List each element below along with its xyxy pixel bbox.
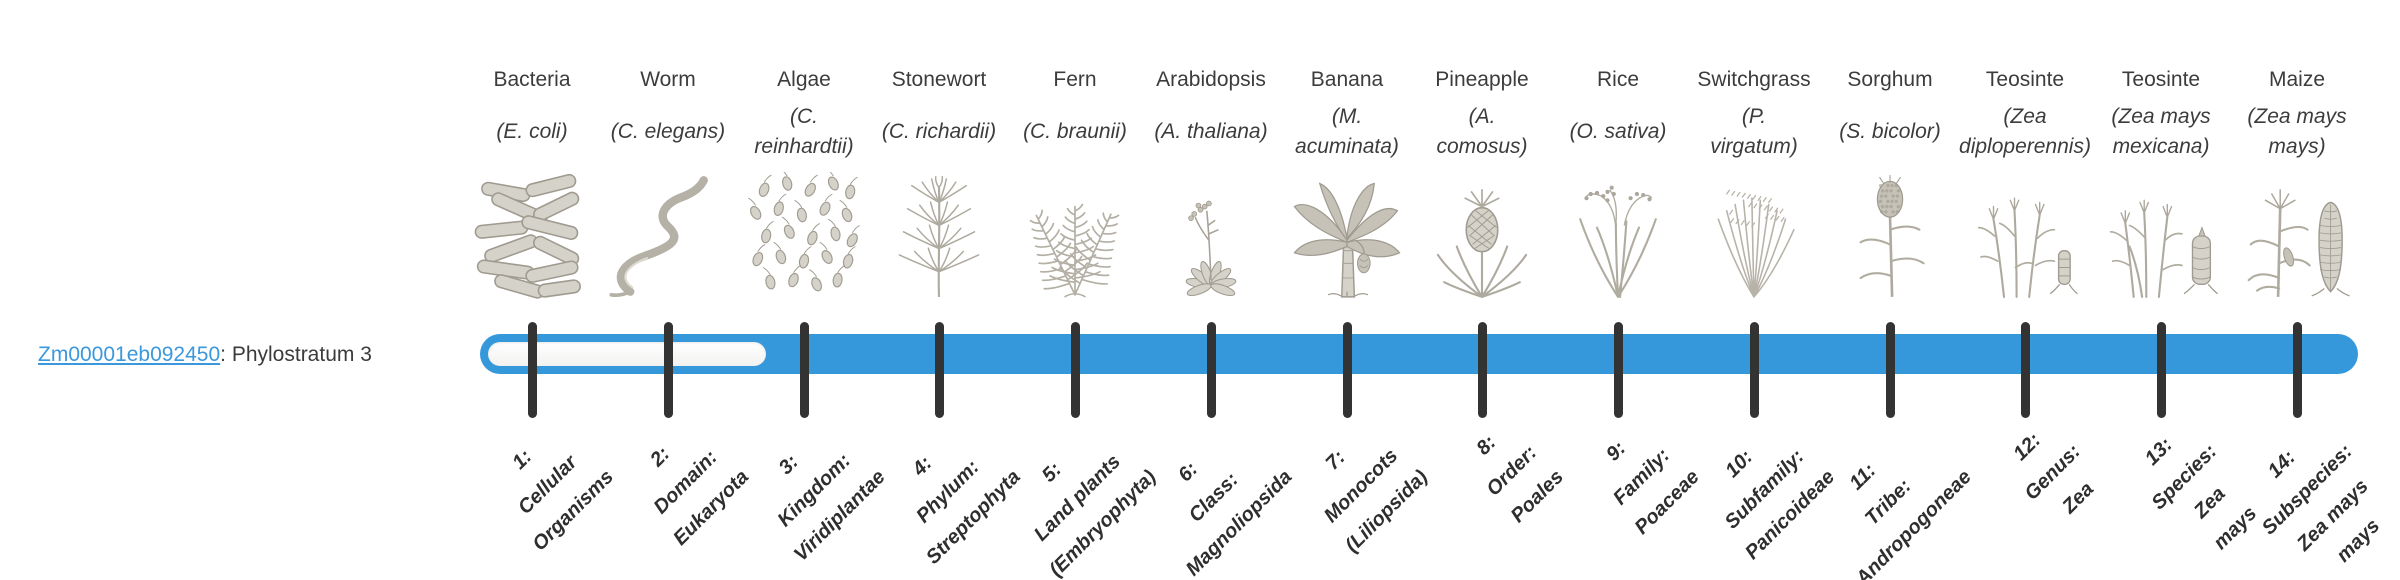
organism-species: (M. acuminata): [1277, 100, 1417, 164]
organism-name: Pineapple: [1435, 68, 1529, 91]
organism-species: (C. reinhardtii): [734, 100, 874, 164]
teosinte-mexicana-icon: [2091, 166, 2231, 300]
organism-name: Algae: [777, 68, 831, 91]
organism-species: (C. richardii): [869, 100, 1009, 164]
phylostratum-column: Rice (O. sativa) 9: Family: Poaceae: [1548, 0, 1704, 580]
organism-species-line: (A.: [1468, 105, 1496, 128]
organism-species-line: (O. sativa): [1569, 120, 1667, 143]
phylostratum-tick: [799, 322, 809, 418]
algae-icon: [734, 166, 874, 300]
phylostratum-column: Sorghum (S. bicolor) 11: Tribe: Andropogonea…: [1820, 0, 1975, 580]
organism-species: (Zea diploperennis): [1955, 100, 2095, 164]
organism-species-line: (P.: [1741, 105, 1767, 128]
phylostratum-tick: [527, 322, 537, 418]
organism-species-line: (S. bicolor): [1839, 120, 1941, 143]
gene-id-link[interactable]: Zm00001eb092450: [38, 343, 221, 366]
rice-icon: [1548, 166, 1688, 300]
pineapple-icon: [1412, 166, 1552, 300]
organism-name: Rice: [1596, 68, 1639, 91]
fern-icon: [1005, 166, 1145, 300]
organism-species-line: mexicana): [2112, 135, 2210, 158]
arabidopsis-icon: [1141, 166, 1281, 300]
organism-name: Teosinte: [2121, 68, 2201, 91]
phylostratum-tick: [1477, 322, 1487, 418]
gene-assignment-text: : Phylostratum 3: [220, 343, 372, 366]
phylostratum-tick: [2156, 322, 2166, 418]
organism-species: (P. virgatum): [1684, 100, 1824, 164]
organism-name: Arabidopsis: [1156, 68, 1266, 91]
organism-species-line: comosus): [1436, 135, 1528, 158]
organism-species-line: virgatum): [1710, 135, 1798, 158]
phylostratum-column: Pineapple (A. comosus) 8: Order: Poales: [1412, 0, 1567, 580]
phylostratum-tick: [1206, 322, 1216, 418]
organism-species: (A. thaliana): [1141, 100, 1281, 164]
phylostratum-column: Bacteria (E. coli) 1: Cellular Organisms: [462, 0, 617, 580]
organism-species-line: reinhardtii): [754, 135, 854, 158]
organism-name: Fern: [1053, 68, 1097, 91]
switchgrass-icon: [1684, 166, 1824, 300]
phylostratum-column: Stonewort (C. richardii) 4: Phylum: Streptop…: [869, 0, 1025, 580]
phylostratum-column: Fern (C. braunii) 5: Land plants (Embryophyt…: [1005, 0, 1160, 580]
organism-name: Worm: [640, 68, 696, 91]
organism-name: Switchgrass: [1697, 68, 1811, 91]
teosinte-diploperennis-icon: [1955, 166, 2095, 300]
organism-species-line: (M.: [1331, 105, 1363, 128]
sorghum-icon: [1820, 166, 1960, 300]
banana-icon: [1277, 166, 1417, 300]
organism-species: (Zea mays mexicana): [2091, 100, 2231, 164]
phylostratum-tick: [2292, 322, 2302, 418]
organism-species-line: (C. elegans): [610, 120, 726, 143]
phylostratum-tick: [1613, 322, 1623, 418]
organism-name: Banana: [1310, 68, 1384, 91]
organism-species: (A. comosus): [1412, 100, 1552, 164]
phylostratum-tick: [934, 322, 944, 418]
phylostratum-column: Maize (Zea mays mays) 14: Subspecies: Zea may…: [2227, 0, 2384, 580]
maize-icon: [2227, 166, 2367, 300]
worm-icon: [598, 166, 738, 300]
phylostratum-column: Switchgrass (P. virgatum) 10: Subfamily: Pani…: [1684, 0, 1839, 580]
organism-name: Teosinte: [1985, 68, 2065, 91]
organism-species-line: (Zea mays: [2111, 105, 2211, 128]
organism-species-line: mays): [2268, 135, 2326, 158]
organism-species-line: (Zea: [2003, 105, 2047, 128]
phylostratum-tick: [2020, 322, 2030, 418]
phylostratum-tick: [1749, 322, 1759, 418]
organism-species: (E. coli): [462, 100, 602, 164]
organism-name: Maize: [2268, 68, 2326, 91]
stonewort-icon: [869, 166, 1009, 300]
organism-name: Stonewort: [891, 68, 987, 91]
organism-species: (S. bicolor): [1820, 100, 1960, 164]
organism-species-line: (A. thaliana): [1154, 120, 1268, 143]
phylostratum-tick: [1342, 322, 1352, 418]
phylostratum-tick: [1070, 322, 1080, 418]
organism-name: Sorghum: [1847, 68, 1933, 91]
organism-species: (C. elegans): [598, 100, 738, 164]
organism-species-line: (Zea mays: [2247, 105, 2347, 128]
phylostratum-column: Algae (C. reinhardtii) 3: Kingdom: Viridiplan…: [734, 0, 889, 580]
phylostratum-tick: [663, 322, 673, 418]
phylostratum-tick: [1885, 322, 1895, 418]
phylostratum-column: Arabidopsis (A. thaliana) 6: Class: Magnolio…: [1141, 0, 1296, 580]
organism-name: Bacteria: [493, 68, 571, 91]
organism-species-line: acuminata): [1295, 135, 1399, 158]
bacteria-icon: [462, 166, 602, 300]
phylostratum-column: Worm (C. elegans) 2: Domain: Eukaryota: [598, 0, 753, 580]
organism-species-line: (E. coli): [496, 120, 568, 143]
phylostratum-column: Teosinte (Zea mays mexicana) 13: Species: Zea…: [2091, 0, 2261, 580]
organism-species: (C. braunii): [1005, 100, 1145, 164]
organism-species-line: (C. braunii): [1023, 120, 1127, 143]
organism-species: (O. sativa): [1548, 100, 1688, 164]
phylostratum-column: Teosinte (Zea diploperennis) 12: Genus: Zea: [1955, 0, 2098, 580]
organism-species-line: (C. richardii): [881, 120, 997, 143]
organism-species-line: diploperennis): [1959, 135, 2091, 158]
organism-species-line: (C.: [790, 105, 818, 128]
organism-species: (Zea mays mays): [2227, 100, 2367, 164]
phylostrata-bar: [480, 334, 2358, 374]
phylostratum-column: Banana (M. acuminata) 7: Monocots (Liliopsida…: [1277, 0, 1432, 580]
gene-label: Zm00001eb092450: Phylostratum 3: [38, 340, 372, 370]
